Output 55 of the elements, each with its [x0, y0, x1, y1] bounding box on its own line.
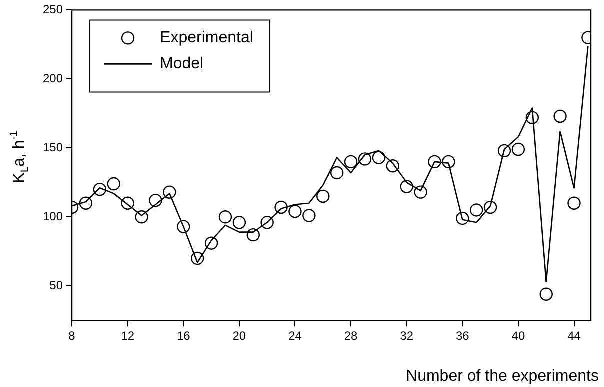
x-tick-label: 28: [344, 329, 358, 344]
x-tick-label: 8: [68, 329, 76, 344]
point: [79, 196, 93, 210]
point: [274, 200, 288, 214]
point: [204, 236, 218, 250]
point: [498, 144, 512, 158]
point: [330, 166, 344, 180]
point: [456, 212, 470, 226]
x-axis-title: Number of the experiments: [406, 368, 600, 385]
point: [218, 210, 232, 224]
point: [540, 288, 553, 301]
x-tick-label: 24: [288, 329, 302, 344]
point: [135, 210, 148, 224]
point: [344, 155, 358, 169]
point: [386, 159, 400, 173]
point: [358, 152, 372, 166]
legend-label: Experimental: [160, 30, 254, 47]
point: [470, 204, 484, 217]
x-tick-label: 32: [400, 329, 414, 344]
point: [442, 155, 456, 169]
y-tick-label: 100: [42, 209, 64, 224]
x-tick-label: 36: [456, 329, 470, 344]
point: [414, 186, 428, 199]
x-tick-label: 40: [512, 329, 526, 344]
point: [149, 194, 162, 208]
y-tick-label: 200: [42, 71, 64, 86]
point: [121, 196, 134, 210]
x-tick-label: 44: [568, 329, 582, 344]
point: [93, 182, 107, 196]
legend-label: Model: [160, 56, 204, 73]
point: [428, 155, 442, 169]
y-axis-title: KLa, h-1: [8, 130, 31, 184]
point: [163, 186, 176, 199]
point: [260, 216, 274, 230]
x-tick-label: 20: [232, 329, 246, 344]
y-tick-label: 250: [42, 2, 64, 17]
point: [302, 209, 316, 222]
point: [400, 180, 414, 194]
y-tick-label: 50: [50, 278, 64, 292]
point: [512, 142, 526, 156]
y-tick-label: 150: [42, 140, 64, 154]
point: [177, 220, 190, 234]
point: [554, 110, 567, 124]
point: [526, 111, 540, 124]
point: [316, 190, 330, 204]
point: [568, 196, 581, 210]
point: [246, 228, 260, 242]
point: [484, 200, 498, 214]
point: [372, 151, 386, 164]
point: [232, 216, 246, 230]
point: [107, 177, 120, 191]
point: [190, 252, 204, 266]
x-tick-label: 16: [176, 329, 191, 344]
point: [288, 205, 302, 218]
x-tick-label: 12: [121, 329, 135, 344]
